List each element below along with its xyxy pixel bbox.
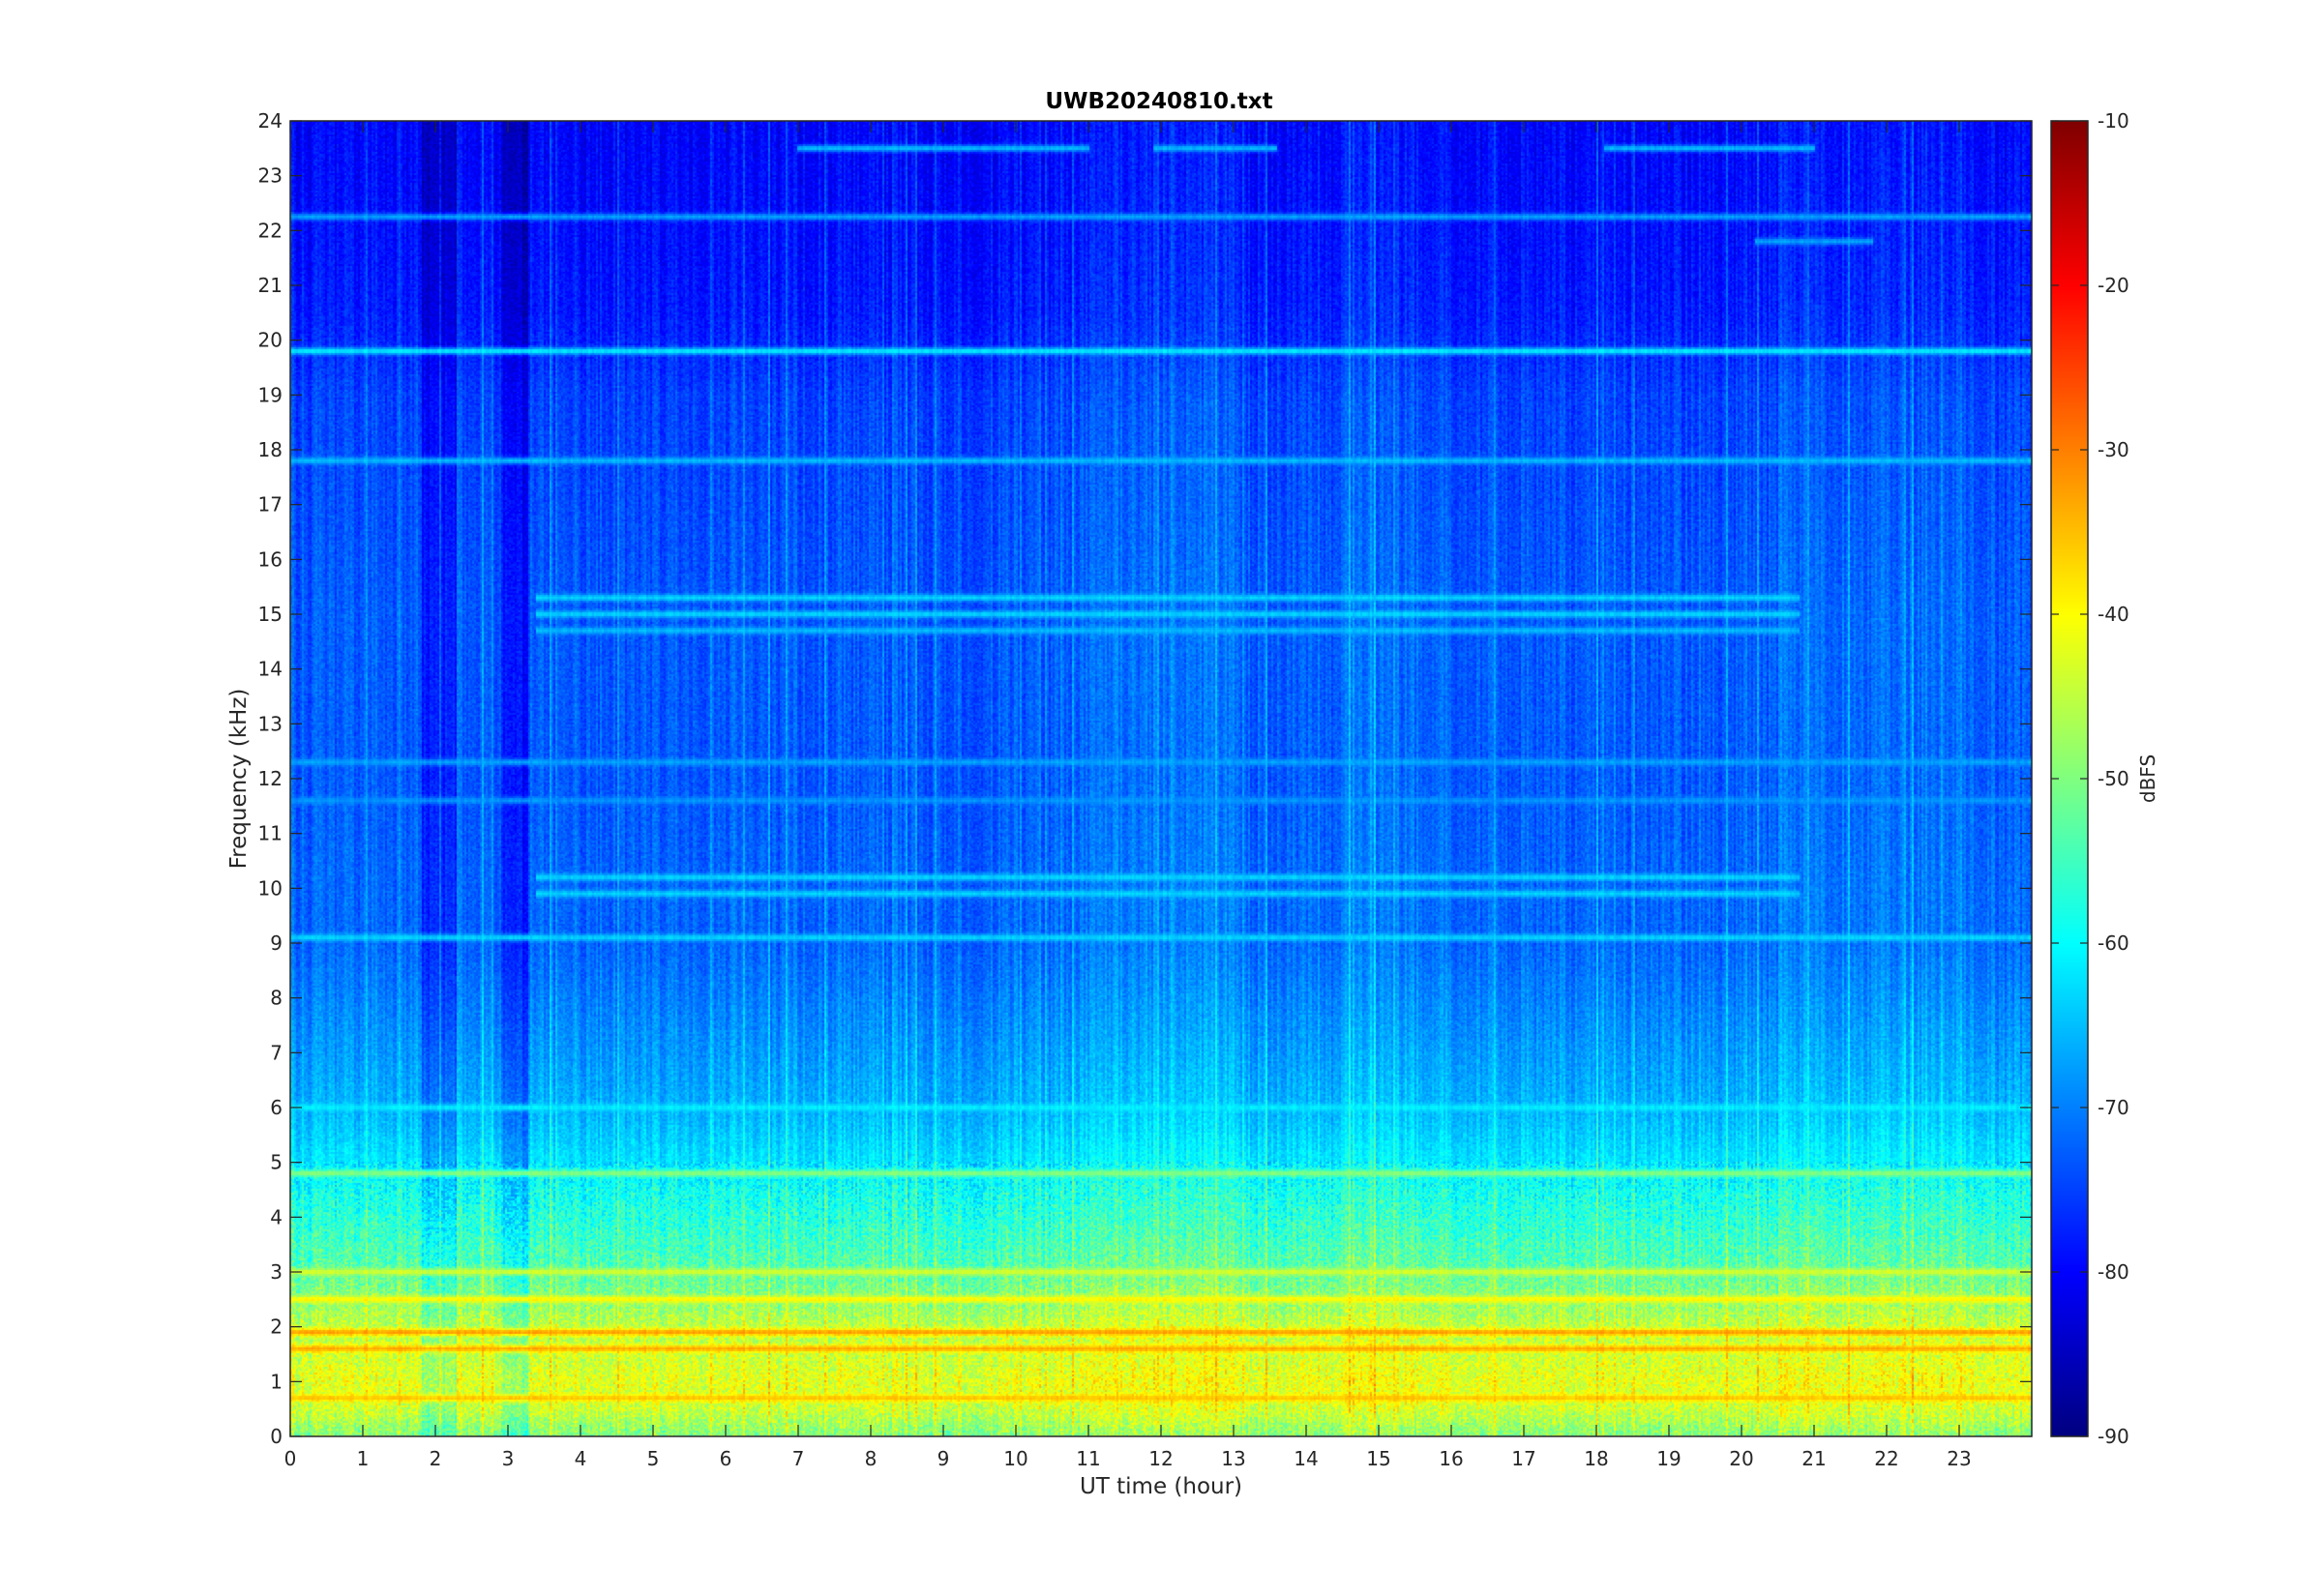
x-tick-label: 23 bbox=[1947, 1447, 1971, 1470]
y-tick-label: 15 bbox=[258, 603, 283, 626]
x-tick-label: 10 bbox=[1003, 1447, 1027, 1470]
y-tick-label: 7 bbox=[270, 1041, 283, 1064]
x-tick-label: 2 bbox=[430, 1447, 442, 1470]
y-tick-label: 8 bbox=[270, 987, 283, 1010]
y-tick-label: 21 bbox=[258, 274, 283, 297]
y-tick-label: 11 bbox=[258, 822, 283, 845]
colorbar-tick-label: -60 bbox=[2098, 931, 2129, 955]
x-tick-label: 9 bbox=[938, 1447, 950, 1470]
y-axis-title: Frequency (kHz) bbox=[226, 689, 252, 870]
colorbar-label: dBFS bbox=[2136, 754, 2159, 803]
y-tick-label: 5 bbox=[270, 1151, 283, 1174]
x-tick-label: 1 bbox=[357, 1447, 370, 1470]
y-tick-label: 4 bbox=[270, 1205, 283, 1228]
x-tick-label: 0 bbox=[284, 1447, 297, 1470]
x-tick-label: 3 bbox=[502, 1447, 515, 1470]
y-tick-label: 6 bbox=[270, 1096, 283, 1119]
y-tick-label: 3 bbox=[270, 1260, 283, 1284]
x-tick-label: 4 bbox=[575, 1447, 587, 1470]
y-tick-label: 24 bbox=[258, 109, 283, 133]
y-tick-label: 1 bbox=[270, 1370, 283, 1393]
y-tick-label: 22 bbox=[258, 219, 283, 242]
y-tick-label: 0 bbox=[270, 1425, 283, 1448]
y-tick-label: 20 bbox=[258, 329, 283, 352]
colorbar-tick-label: -50 bbox=[2098, 767, 2129, 790]
y-tick-label: 12 bbox=[258, 767, 283, 790]
colorbar-tick-label: -90 bbox=[2098, 1425, 2129, 1448]
x-tick-label: 18 bbox=[1584, 1447, 1608, 1470]
x-tick-label: 22 bbox=[1874, 1447, 1898, 1470]
x-tick-label: 17 bbox=[1511, 1447, 1535, 1470]
x-tick-label: 7 bbox=[792, 1447, 805, 1470]
x-axis: 0 1 2 3 4 5 6 7 8 9 10 11 12 13 14 15 16 17 18 19 20 21 22 23 bbox=[284, 121, 1972, 1470]
colorbar-tick-label: -30 bbox=[2098, 438, 2129, 461]
colorbar-tick-label: -70 bbox=[2098, 1096, 2129, 1119]
x-tick-label: 6 bbox=[720, 1447, 732, 1470]
spectrogram-heatmap bbox=[290, 121, 2032, 1436]
x-tick-label: 13 bbox=[1221, 1447, 1245, 1470]
colorbar-tick-label: -40 bbox=[2098, 603, 2129, 626]
x-tick-label: 8 bbox=[865, 1447, 878, 1470]
x-tick-label: 11 bbox=[1076, 1447, 1100, 1470]
colorbar-tick-label: -80 bbox=[2098, 1260, 2129, 1284]
y-tick-label: 9 bbox=[270, 931, 283, 955]
x-tick-label: 21 bbox=[1801, 1447, 1826, 1470]
x-tick-label: 15 bbox=[1366, 1447, 1390, 1470]
y-tick-label: 10 bbox=[258, 876, 283, 900]
x-tick-label: 19 bbox=[1656, 1447, 1681, 1470]
colorbar-tick-label: -20 bbox=[2098, 274, 2129, 297]
colorbar-ticks: -10 -20 -30 -40 -50 -60 -70 -80 -90 bbox=[2051, 109, 2129, 1448]
chart-title: UWB20240810.txt bbox=[1045, 89, 1272, 114]
colorbar-tick-label: -10 bbox=[2098, 109, 2129, 133]
x-tick-label: 5 bbox=[647, 1447, 660, 1470]
y-tick-label: 23 bbox=[258, 164, 283, 188]
y-tick-label: 17 bbox=[258, 493, 283, 517]
y-tick-label: 2 bbox=[270, 1315, 283, 1339]
y-tick-label: 14 bbox=[258, 658, 283, 681]
x-tick-label: 16 bbox=[1439, 1447, 1463, 1470]
y-tick-label: 16 bbox=[258, 547, 283, 571]
y-tick-label: 13 bbox=[258, 712, 283, 735]
y-tick-label: 18 bbox=[258, 438, 283, 461]
y-tick-label: 19 bbox=[258, 383, 283, 406]
x-tick-label: 20 bbox=[1729, 1447, 1753, 1470]
x-axis-title: UT time (hour) bbox=[1080, 1474, 1242, 1499]
plot-area bbox=[289, 120, 2033, 1437]
colorbar: -10 -20 -30 -40 -50 -60 -70 -80 -90 dBFS bbox=[2050, 109, 2159, 1448]
x-tick-label: 14 bbox=[1294, 1447, 1318, 1470]
x-tick-label: 12 bbox=[1148, 1447, 1173, 1470]
